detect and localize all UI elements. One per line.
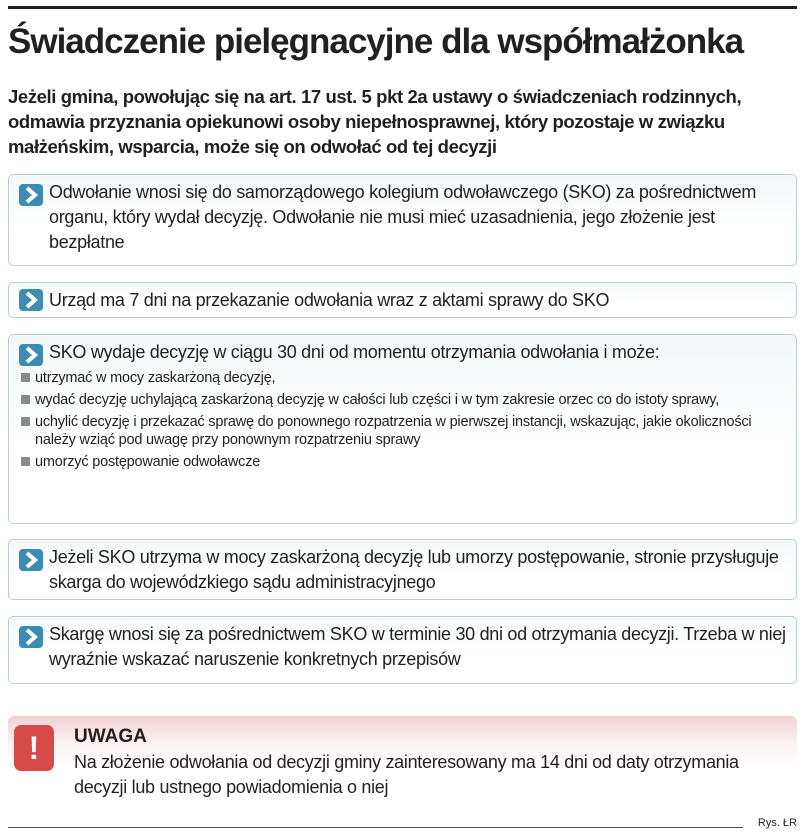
step-box-5: Skargę wnosi się za pośrednictwem SKO w … xyxy=(8,616,797,684)
list-item: umorzyć postępowanie odwoławcze xyxy=(19,453,788,471)
top-rule xyxy=(8,6,797,9)
list-item: utrzymać w mocy zaskarżoną decyzję, xyxy=(19,369,788,387)
warning-text: Na złożenie odwołania od decyzji gminy z… xyxy=(74,752,739,797)
step-text: Skargę wnosi się za pośrednictwem SKO w … xyxy=(49,624,786,669)
chevron-right-icon xyxy=(19,289,43,311)
step-box-4: Jeżeli SKO utrzyma w mocy zaskarżoną dec… xyxy=(8,539,797,600)
chevron-right-icon xyxy=(19,626,43,648)
step-box-2: Urząd ma 7 dni na przekazanie odwołania … xyxy=(8,282,797,318)
credit: Rys. ŁR xyxy=(757,817,797,829)
exclamation-icon: ! xyxy=(14,725,54,771)
subtitle: Jeżeli gmina, powołując się na art. 17 u… xyxy=(8,86,742,157)
step-box-1: Odwołanie wnosi się do samorządowego kol… xyxy=(8,174,797,266)
step-text: Urząd ma 7 dni na przekazanie odwołania … xyxy=(49,290,610,310)
chevron-right-icon xyxy=(19,549,43,571)
page-title: Świadczenie pielęgnacyjne dla współmałżo… xyxy=(8,22,744,61)
step-box-3: SKO wydaje decyzję w ciągu 30 dni od mom… xyxy=(8,334,797,524)
warning-box: ! UWAGA Na złożenie odwołania od decyzji… xyxy=(8,716,797,797)
chevron-right-icon xyxy=(19,184,43,206)
footer-rule xyxy=(8,827,743,828)
list-item: wydać decyzję uchylającą zaskarżoną decy… xyxy=(19,391,788,409)
chevron-right-icon xyxy=(19,344,43,366)
step-text: SKO wydaje decyzję w ciągu 30 dni od mom… xyxy=(49,342,660,362)
step-text: Odwołanie wnosi się do samorządowego kol… xyxy=(49,182,757,252)
step-text: Jeżeli SKO utrzyma w mocy zaskarżoną dec… xyxy=(49,547,779,592)
list-item: uchylić decyzję i przekazać sprawę do po… xyxy=(19,413,788,449)
warning-title: UWAGA xyxy=(74,726,147,747)
